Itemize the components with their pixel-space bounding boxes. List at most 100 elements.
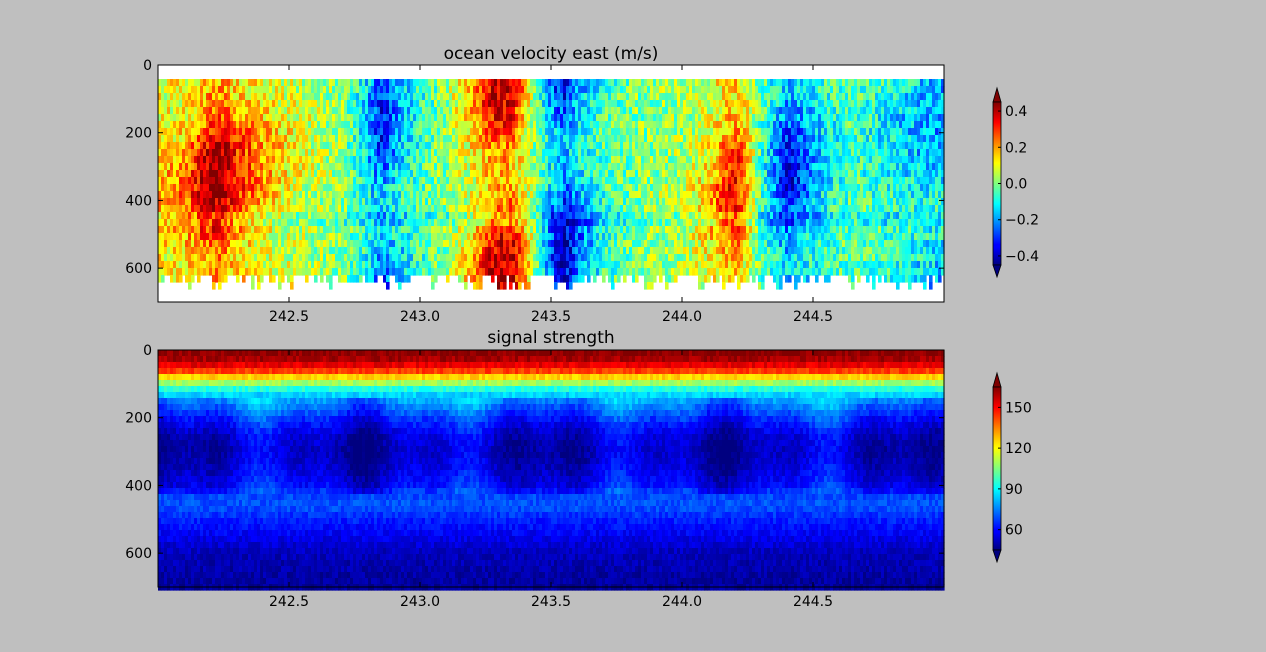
velocity-cell: [320, 86, 324, 94]
velocity-cell: [575, 128, 579, 136]
velocity-cell: [341, 135, 345, 143]
velocity-cell: [503, 79, 507, 87]
velocity-cell: [551, 205, 555, 213]
velocity-cell: [188, 191, 192, 199]
velocity-cell: [368, 247, 372, 255]
velocity-cell: [389, 205, 393, 213]
velocity-cell: [647, 212, 651, 220]
velocity-cell: [461, 93, 465, 101]
velocity-cell: [290, 219, 294, 227]
velocity-cell: [365, 205, 369, 213]
velocity-cell: [461, 107, 465, 115]
velocity-cell: [269, 184, 273, 192]
velocity-cell: [644, 247, 648, 255]
velocity-cell: [344, 100, 348, 108]
velocity-cell: [485, 156, 489, 164]
velocity-cell: [614, 163, 618, 171]
velocity-cell: [404, 240, 408, 248]
velocity-cell: [272, 219, 276, 227]
velocity-cell: [599, 121, 603, 129]
velocity-cell: [476, 79, 480, 87]
velocity-cell: [185, 163, 189, 171]
velocity-cell: [515, 163, 519, 171]
velocity-cell: [179, 149, 183, 157]
velocity-cell: [167, 226, 171, 234]
velocity-cell: [515, 275, 519, 283]
velocity-cell: [341, 163, 345, 171]
velocity-cell: [446, 163, 450, 171]
velocity-cell: [458, 191, 462, 199]
velocity-cell: [281, 261, 285, 269]
velocity-cell: [371, 261, 375, 269]
velocity-cell: [557, 128, 561, 136]
velocity-cell: [602, 170, 606, 178]
velocity-cell: [644, 226, 648, 234]
velocity-cell: [623, 275, 627, 283]
velocity-cell: [674, 268, 678, 276]
velocity-cell: [575, 135, 579, 143]
velocity-cell: [659, 128, 663, 136]
velocity-cell: [542, 191, 546, 199]
velocity-cell: [605, 149, 609, 157]
velocity-cell: [581, 93, 585, 101]
velocity-cell: [269, 233, 273, 241]
velocity-cell: [581, 177, 585, 185]
velocity-cell: [416, 93, 420, 101]
velocity-cell: [455, 100, 459, 108]
velocity-cell: [446, 170, 450, 178]
velocity-cell: [599, 163, 603, 171]
velocity-cell: [455, 128, 459, 136]
velocity-cell: [272, 79, 276, 87]
velocity-cell: [629, 107, 633, 115]
velocity-cell: [656, 184, 660, 192]
velocity-cell: [422, 100, 426, 108]
velocity-cell: [491, 156, 495, 164]
velocity-cell: [188, 198, 192, 206]
velocity-cell: [545, 191, 549, 199]
velocity-cell: [509, 226, 513, 234]
velocity-cell: [254, 170, 258, 178]
velocity-cell: [236, 247, 240, 255]
velocity-cell: [365, 268, 369, 276]
velocity-cell: [467, 170, 471, 178]
velocity-cell: [518, 170, 522, 178]
velocity-cell: [560, 177, 564, 185]
velocity-cell: [440, 100, 444, 108]
velocity-cell: [560, 163, 564, 171]
velocity-cell: [506, 219, 510, 227]
velocity-cell: [323, 128, 327, 136]
velocity-cell: [239, 149, 243, 157]
velocity-cell: [449, 219, 453, 227]
velocity-cell: [542, 163, 546, 171]
velocity-cell: [356, 114, 360, 122]
velocity-cell: [164, 135, 168, 143]
velocity-cell: [440, 233, 444, 241]
velocity-cell: [224, 86, 228, 94]
velocity-cell: [638, 212, 642, 220]
velocity-cell: [533, 198, 537, 206]
velocity-cell: [194, 212, 198, 220]
velocity-cell: [476, 268, 480, 276]
velocity-cell: [218, 191, 222, 199]
velocity-cell: [185, 226, 189, 234]
velocity-cell: [521, 254, 525, 262]
velocity-cell: [197, 142, 201, 150]
velocity-cell: [344, 254, 348, 262]
velocity-cell: [365, 79, 369, 87]
velocity-cell: [509, 198, 513, 206]
velocity-cell: [614, 86, 618, 94]
velocity-cell: [587, 261, 591, 269]
velocity-cell: [548, 233, 552, 241]
velocity-cell: [473, 233, 477, 241]
velocity-cell: [512, 170, 516, 178]
velocity-cell: [452, 240, 456, 248]
velocity-cell: [422, 198, 426, 206]
velocity-cell: [398, 177, 402, 185]
velocity-cell: [230, 121, 234, 129]
velocity-cell: [521, 275, 525, 283]
velocity-cell: [605, 121, 609, 129]
velocity-cell: [548, 86, 552, 94]
velocity-cell: [203, 268, 207, 276]
velocity-cell: [188, 184, 192, 192]
velocity-cell: [674, 254, 678, 262]
